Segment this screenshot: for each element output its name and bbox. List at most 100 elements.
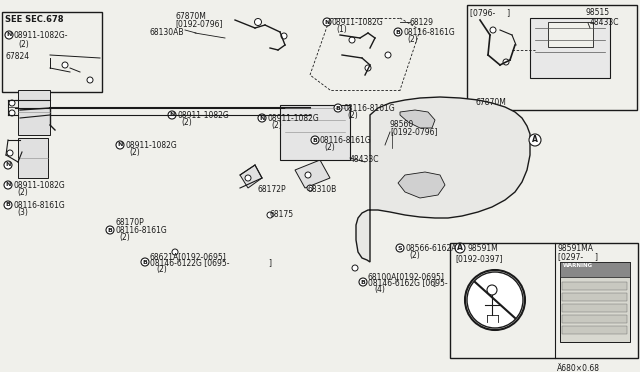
Bar (548, 22, 593, 47)
Text: B: B (312, 138, 317, 142)
Text: (2): (2) (181, 118, 192, 127)
Text: (4): (4) (374, 285, 385, 294)
Circle shape (172, 249, 178, 255)
Circle shape (467, 272, 523, 328)
Circle shape (267, 212, 273, 218)
Text: (2): (2) (407, 35, 418, 44)
Text: Ä680×0.68: Ä680×0.68 (557, 364, 600, 372)
Text: N: N (6, 32, 12, 38)
Circle shape (255, 19, 262, 26)
Circle shape (106, 226, 114, 234)
Text: ]: ] (268, 258, 271, 267)
Text: 98591M: 98591M (467, 244, 498, 253)
Text: 08911-1082G: 08911-1082G (13, 181, 65, 190)
Text: 67870M: 67870M (175, 12, 206, 21)
Text: (1): (1) (336, 25, 347, 34)
Text: 08911-1082G: 08911-1082G (332, 18, 384, 27)
Circle shape (4, 201, 12, 209)
Text: N: N (170, 112, 175, 118)
Text: ]: ] (432, 278, 435, 287)
Text: A: A (532, 135, 538, 144)
Circle shape (396, 244, 404, 252)
Circle shape (281, 33, 287, 39)
Circle shape (62, 62, 68, 68)
Text: 67824: 67824 (5, 52, 29, 61)
Circle shape (305, 172, 311, 178)
Text: S: S (397, 246, 403, 250)
Text: 08911-1082G: 08911-1082G (125, 141, 177, 150)
Text: (2): (2) (409, 251, 420, 260)
Polygon shape (295, 160, 330, 188)
Circle shape (529, 134, 541, 146)
Text: 68100A[0192-0695]: 68100A[0192-0695] (368, 272, 445, 281)
Text: (2): (2) (156, 265, 167, 274)
Circle shape (116, 141, 124, 149)
Text: B: B (143, 260, 147, 264)
Text: (2): (2) (324, 143, 335, 152)
Text: (2): (2) (18, 40, 29, 49)
Text: N: N (5, 183, 11, 187)
Text: 68621A[0192-0695]: 68621A[0192-0695] (150, 252, 227, 261)
Text: 08146-6162G [0695-: 08146-6162G [0695- (368, 278, 447, 287)
Text: N: N (5, 163, 11, 167)
Bar (18, 90, 50, 135)
Text: 98591MA: 98591MA (558, 244, 594, 253)
Text: 48433C: 48433C (350, 155, 380, 164)
Text: 08566-6162A: 08566-6162A (405, 244, 456, 253)
Circle shape (311, 136, 319, 144)
Text: N: N (259, 115, 265, 121)
Circle shape (359, 278, 367, 286)
Text: WARNING: WARNING (563, 263, 593, 268)
Circle shape (4, 181, 12, 189)
Bar (562, 282, 627, 290)
Polygon shape (398, 172, 445, 198)
Text: (3): (3) (17, 208, 28, 217)
Text: 08116-8161G: 08116-8161G (13, 201, 65, 210)
Text: [0796-     ]: [0796- ] (470, 8, 510, 17)
Circle shape (334, 104, 342, 112)
Circle shape (258, 114, 266, 122)
Polygon shape (356, 97, 530, 262)
Text: B: B (335, 106, 340, 110)
Bar (562, 315, 627, 323)
Text: (2): (2) (119, 233, 130, 242)
Circle shape (394, 28, 402, 36)
Circle shape (4, 161, 12, 169)
Circle shape (141, 258, 149, 266)
Bar (467, 5, 637, 110)
Text: B: B (108, 228, 113, 232)
Polygon shape (400, 110, 435, 128)
Text: (2): (2) (129, 148, 140, 157)
Text: B: B (396, 29, 401, 35)
Circle shape (7, 150, 13, 156)
Text: 08911-1082G: 08911-1082G (177, 111, 228, 120)
Text: [0192-0796]: [0192-0796] (175, 19, 223, 28)
Text: 08116-8161G: 08116-8161G (320, 136, 372, 145)
Text: A: A (457, 244, 463, 253)
Circle shape (5, 31, 13, 39)
Text: 67870M: 67870M (475, 98, 506, 107)
Circle shape (503, 59, 509, 65)
Bar (18, 138, 48, 178)
Circle shape (307, 185, 313, 191)
Text: B: B (360, 279, 365, 285)
Text: N: N (117, 142, 123, 148)
Text: 08911-1082G-: 08911-1082G- (14, 31, 68, 40)
Circle shape (323, 18, 331, 26)
Text: 08116-8161G: 08116-8161G (115, 226, 167, 235)
Text: 48433C: 48433C (590, 18, 620, 27)
Circle shape (455, 243, 465, 253)
Text: 68130AB: 68130AB (150, 28, 184, 37)
Text: 98515: 98515 (585, 8, 609, 17)
Text: 08116-8161G: 08116-8161G (403, 28, 455, 37)
Text: 68172P: 68172P (258, 185, 287, 194)
Text: 68170P: 68170P (115, 218, 144, 227)
Bar (562, 304, 627, 312)
Bar (560, 262, 630, 342)
Circle shape (352, 265, 358, 271)
Circle shape (168, 111, 176, 119)
Text: 68129: 68129 (410, 18, 434, 27)
Text: [0297-     ]: [0297- ] (558, 252, 598, 261)
Circle shape (87, 77, 93, 83)
Text: B: B (6, 202, 10, 208)
